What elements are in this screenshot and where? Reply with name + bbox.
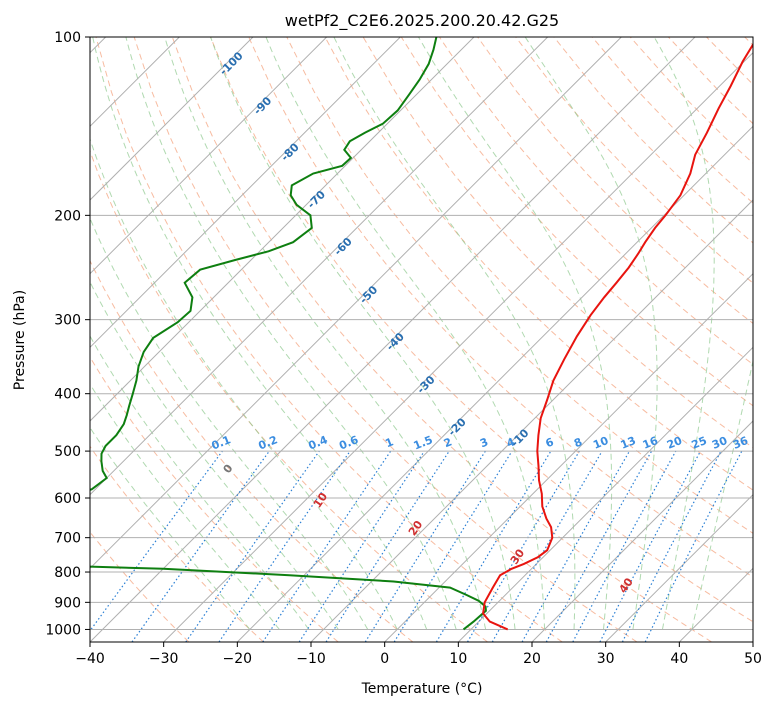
y-tick-label: 1000 bbox=[45, 622, 81, 638]
isotherm-line bbox=[531, 420, 753, 642]
series-line-dewpoint bbox=[90, 37, 487, 631]
mixing-ratio-label: 2 bbox=[442, 435, 454, 450]
mixing-ratio-label: 30 bbox=[710, 434, 729, 452]
mixing-ratio-label: 3 bbox=[478, 435, 490, 450]
y-tick-label: 300 bbox=[54, 313, 81, 329]
mixing-ratio-line bbox=[644, 450, 743, 642]
y-tick-label: 800 bbox=[54, 565, 81, 581]
isotherm-line bbox=[90, 37, 254, 201]
mixing-ratio-line bbox=[218, 450, 351, 642]
mixing-ratio-label: 36 bbox=[731, 434, 750, 452]
moist-adiabat-line bbox=[90, 335, 310, 630]
moist-adiabat-line bbox=[90, 426, 251, 630]
dry-adiabat-line bbox=[95, 37, 563, 642]
y-axis: 100 200 300 400 500 600 700 800 900 1000 bbox=[45, 30, 90, 638]
y-tick-label: 600 bbox=[54, 491, 81, 507]
moist-adiabat-line bbox=[164, 37, 487, 630]
isotherm-line bbox=[457, 346, 753, 642]
isotherm-line bbox=[90, 37, 401, 349]
isotherm-line bbox=[384, 272, 753, 642]
x-tick-label: 50 bbox=[744, 651, 762, 667]
moist-adiabat-line bbox=[691, 358, 753, 630]
dry-adiabat-line bbox=[248, 37, 753, 578]
chart-title: wetPf2_C2E6.2025.200.20.42.G25 bbox=[285, 11, 559, 31]
isotherm-line bbox=[163, 51, 753, 642]
mixing-ratio-line bbox=[545, 450, 653, 642]
dry-adiabat-line bbox=[171, 37, 712, 642]
mixing-ratio-label: 13 bbox=[619, 434, 638, 452]
mixing-ratio-label: 8 bbox=[572, 435, 584, 450]
mixing-ratio-line bbox=[298, 450, 425, 642]
dry-adiabat-line bbox=[324, 37, 753, 491]
series-line-temperature bbox=[482, 42, 753, 631]
mixing-ratio-label: 20 bbox=[665, 434, 684, 452]
mixing-ratio-line bbox=[185, 450, 320, 642]
moist-adiabat-line bbox=[210, 37, 516, 630]
x-axis: −40 −30 −20 −10 0 10 20 30 40 50 bbox=[75, 642, 762, 667]
mixing-ratio-line bbox=[325, 450, 450, 642]
moist-adiabat-line bbox=[90, 217, 369, 630]
moist-adiabat-line bbox=[524, 37, 658, 630]
mixing-ratio-line bbox=[131, 450, 270, 642]
isotherm-line bbox=[90, 37, 475, 422]
y-tick-label: 900 bbox=[54, 595, 81, 611]
isotherm-line bbox=[310, 199, 753, 642]
mixing-ratio-label: 25 bbox=[690, 434, 709, 452]
x-axis-label: Temperature (°C) bbox=[361, 681, 483, 697]
isotherm-line bbox=[605, 493, 753, 642]
dry-adiabat-line bbox=[286, 37, 753, 534]
mixing-ratio-label: 16 bbox=[641, 434, 660, 452]
dry-adiabat-line bbox=[90, 259, 414, 642]
y-tick-label: 400 bbox=[54, 387, 81, 403]
isotherm-line bbox=[90, 37, 696, 642]
dry-adiabat-line bbox=[210, 37, 753, 623]
x-tick-label: 20 bbox=[523, 651, 541, 667]
x-tick-label: −20 bbox=[223, 651, 253, 667]
dry-adiabat-line bbox=[90, 445, 264, 642]
x-tick-label: 30 bbox=[597, 651, 615, 667]
mixing-ratio-label: 10 bbox=[591, 434, 610, 452]
isotherm-line bbox=[90, 37, 622, 570]
dry-adiabat-line bbox=[90, 356, 339, 642]
dry-adiabat-line bbox=[515, 37, 753, 284]
y-tick-label: 500 bbox=[54, 444, 81, 460]
y-axis-label: Pressure (hPa) bbox=[12, 290, 28, 390]
x-tick-label: −30 bbox=[149, 651, 179, 667]
isotherm-line bbox=[90, 37, 549, 496]
dry-adiabat-line bbox=[477, 37, 753, 325]
plot-frame bbox=[89, 36, 754, 643]
mixing-ratio-line bbox=[90, 450, 223, 632]
moist-adiabat-line bbox=[92, 37, 428, 630]
x-tick-label: −40 bbox=[75, 651, 105, 667]
mixing-ratio-line bbox=[572, 450, 677, 642]
profile-lines bbox=[90, 37, 753, 631]
mixing-ratio-line bbox=[435, 450, 552, 642]
x-tick-label: 0 bbox=[380, 651, 389, 667]
x-tick-label: 40 bbox=[670, 651, 688, 667]
y-tick-label: 100 bbox=[54, 30, 81, 46]
isotherm-line bbox=[90, 37, 328, 275]
background-lines bbox=[90, 37, 753, 642]
moist-adiabat-line bbox=[653, 37, 715, 630]
y-tick-label: 700 bbox=[54, 531, 81, 547]
isotherm-line bbox=[236, 125, 753, 642]
moist-adiabat-line bbox=[265, 37, 546, 630]
moist-adiabat-line bbox=[90, 137, 398, 630]
mixing-ratio-line bbox=[521, 450, 631, 642]
y-tick-label: 200 bbox=[54, 208, 81, 224]
moist-adiabat-line bbox=[418, 37, 613, 630]
moist-adiabat-line bbox=[90, 383, 280, 630]
moist-adiabat-line bbox=[90, 280, 339, 630]
mixing-ratio-label: 1 bbox=[383, 435, 395, 450]
x-tick-label: −10 bbox=[296, 651, 326, 667]
mixing-ratio-line bbox=[262, 450, 392, 642]
plot-background bbox=[90, 37, 753, 642]
pressure-gridlines bbox=[90, 37, 753, 630]
mixing-ratio-line bbox=[393, 450, 513, 642]
x-tick-label: 10 bbox=[449, 651, 467, 667]
